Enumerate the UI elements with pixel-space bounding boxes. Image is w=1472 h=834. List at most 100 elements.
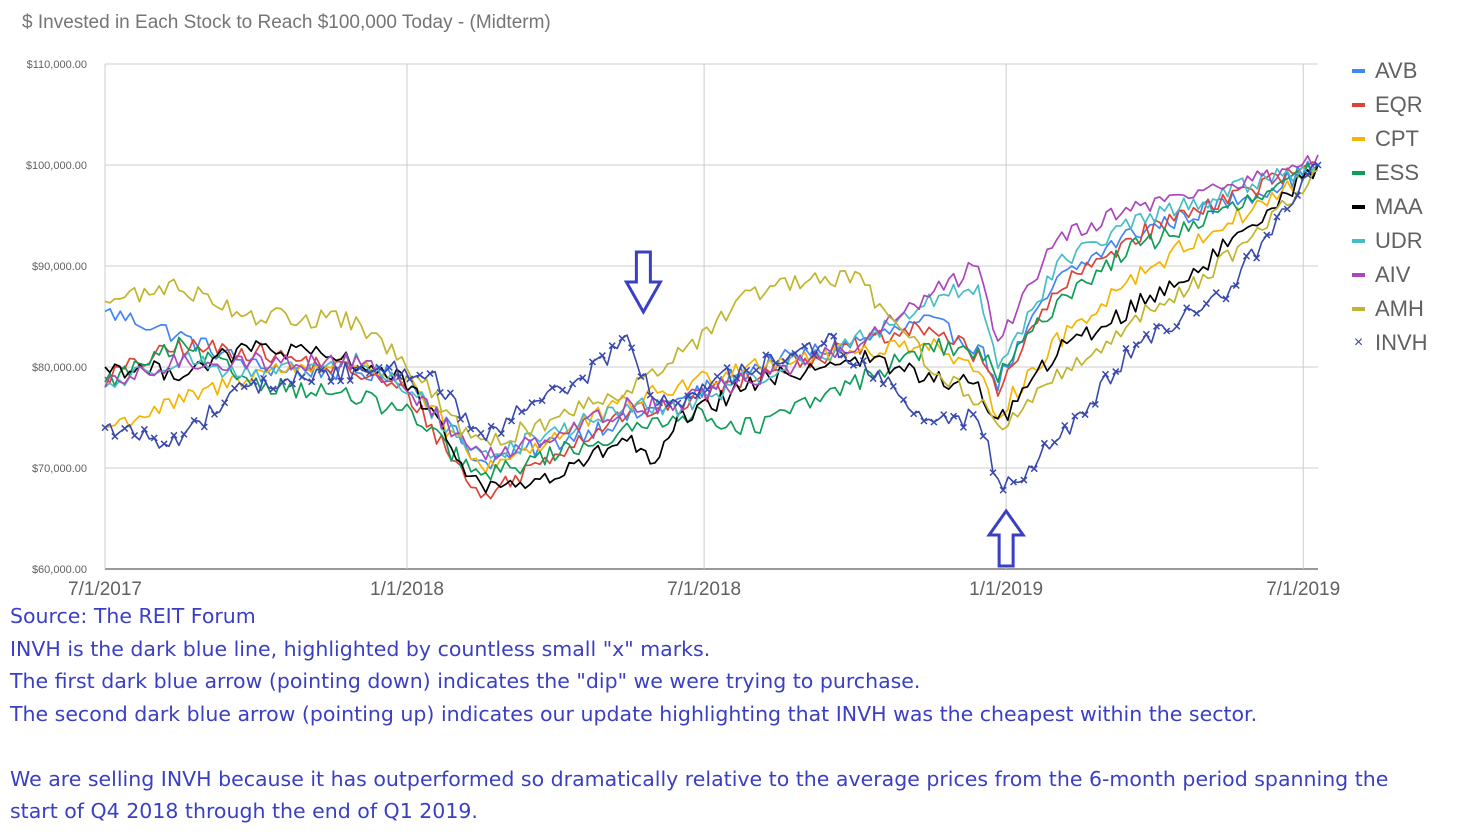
invh-x-marker [628,344,636,352]
invh-x-marker [713,372,721,380]
invh-x-marker [1081,411,1089,419]
legend-item-cpt: CPT [1352,122,1428,156]
invh-x-marker [518,408,526,416]
invh-x-marker [288,380,296,388]
invh-x-marker [528,399,536,407]
invh-x-marker [365,369,374,377]
invh-x-marker [375,363,383,371]
invh-x-marker [467,425,475,433]
invh-x-marker [200,423,208,431]
y-tick-label: $100,000.00 [26,160,87,172]
invh-x-marker [979,432,987,440]
invh-x-marker [436,388,444,396]
invh-x-marker [820,340,828,348]
invh-x-marker [646,391,654,399]
invh-x-marker [579,374,587,382]
legend-label: UDR [1375,228,1423,253]
chart-plot: $60,000.00 $70,000.00 $80,000.00 $90,000.00… [26,59,1340,600]
caption-selling-note-cont: start of Q4 2018 through the end of Q1 2… [10,799,478,823]
legend-label: INVH [1375,330,1428,355]
invh-x-marker [477,429,485,437]
caption-source: Source: The REIT Forum [10,604,256,628]
invh-x-marker [1071,412,1079,420]
invh-x-marker [920,417,928,425]
invh-x-marker [150,434,158,442]
invh-x-marker [674,399,682,407]
legend-swatch [1352,273,1365,277]
caption-first-arrow-note: The first dark blue arrow (pointing down… [10,669,921,693]
x-tick-label: 7/1/2019 [1266,579,1340,600]
legend-item-ess: ESS [1352,156,1428,190]
legend-item-amh: AMH [1352,292,1428,326]
y-tick-label: $60,000.00 [32,564,87,576]
invh-x-marker [497,429,505,437]
invh-x-marker [487,422,495,430]
invh-x-marker [538,397,546,405]
invh-x-marker [1163,327,1171,335]
caption-selling-note: We are selling INVH because it has outpe… [10,766,1389,791]
legend-item-aiv: AIV [1352,258,1428,292]
invh-x-marker [121,424,129,432]
invh-x-marker [190,416,198,424]
invh-x-marker [446,389,454,397]
invh-x-marker [1232,281,1240,290]
invh-x-marker [180,430,188,438]
invh-x-marker [1253,254,1261,262]
series-line-invh [104,163,1319,491]
caption-second-arrow-note: The second dark blue arrow (pointing up)… [10,701,1258,726]
invh-x-marker [1222,295,1230,303]
invh-x-marker [317,366,325,374]
series-line-ess [104,162,1319,481]
invh-x-marker [259,374,268,382]
invh-x-marker [416,371,424,379]
invh-x-marker [1009,478,1018,486]
legend-item-invh: × INVH [1352,326,1428,360]
invh-x-marker [684,392,692,400]
invh-x-marker [762,351,770,359]
invh-x-marker [1040,439,1048,447]
invh-x-marker [810,351,818,359]
invh-x-marker [221,399,229,407]
x-tick-label: 7/1/2018 [667,579,741,600]
invh-x-marker [170,431,178,439]
invh-x-marker [733,374,741,382]
invh-x-marker [210,410,219,418]
invh-x-marker [1091,400,1099,408]
invh-x-marker [279,378,287,386]
legend-label: MAA [1375,194,1423,219]
invh-x-marker [308,378,316,386]
invh-x-marker [1263,231,1271,239]
invh-x-marker [1314,161,1322,169]
invh-x-marker [879,380,887,388]
invh-x-marker [548,384,556,392]
invh-x-marker [910,410,918,418]
legend-swatch [1352,205,1365,209]
invh-x-marker [1132,341,1140,349]
invh-x-marker [1273,213,1281,221]
invh-x-marker [830,332,838,340]
invh-x-marker [1030,465,1038,473]
caption-invh-note: INVH is the dark blue line, highlighted … [10,636,711,661]
invh-x-marker [507,417,516,425]
invh-x-marker [111,432,119,440]
invh-x-marker [231,384,239,392]
invh-x-marker [1283,205,1291,213]
y-tick-label: $70,000.00 [32,463,87,475]
invh-x-marker [969,410,977,418]
invh-x-marker [346,376,354,385]
legend-label: EQR [1375,92,1423,117]
invh-x-marker [1101,370,1110,378]
series-markers-invh [101,161,1322,494]
invh-x-marker [140,425,148,433]
arrow-down-annotation [623,250,663,316]
invh-x-marker [558,386,566,394]
invh-x-marker [1212,289,1220,297]
invh-x-marker [1304,171,1312,179]
invh-x-marker [849,361,858,369]
invh-x-marker [791,349,799,357]
legend-item-avb: AVB [1352,54,1428,88]
invh-x-marker [959,423,967,431]
invh-x-marker [298,373,306,381]
legend-swatch [1352,103,1365,107]
invh-x-marker [101,424,109,432]
